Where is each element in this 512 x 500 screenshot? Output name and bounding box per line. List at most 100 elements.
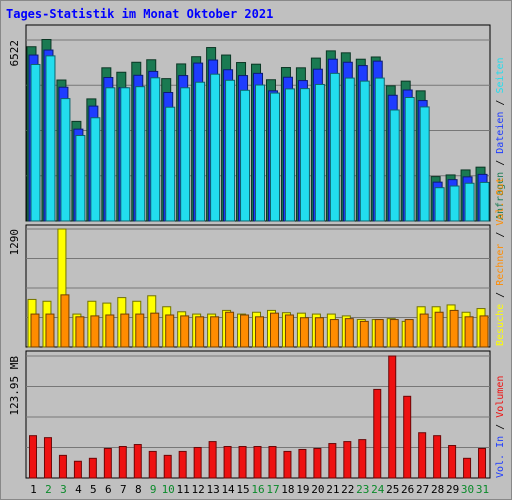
day-label: 15	[236, 483, 249, 496]
sites-bar	[434, 311, 444, 348]
volume-bar	[223, 446, 232, 479]
day-label: 12	[192, 483, 205, 496]
day-label: 1	[30, 483, 37, 496]
volume-bar	[268, 446, 277, 479]
pages-bar	[240, 89, 251, 222]
sites-bar	[60, 294, 70, 348]
day-label: 3	[60, 483, 67, 496]
sites-bar	[314, 317, 324, 348]
sites-bar	[449, 309, 459, 348]
sites-bar	[90, 315, 100, 348]
volume-bar	[58, 454, 67, 479]
pages-bar	[165, 106, 176, 222]
sites-bar	[30, 313, 40, 348]
volume-bar	[178, 450, 187, 479]
pages-bar	[150, 77, 161, 222]
volume-bar	[29, 435, 37, 479]
day-label: 11	[177, 483, 190, 496]
day-label: 5	[90, 483, 97, 496]
pages-bar	[419, 106, 430, 222]
pages-bar	[434, 187, 445, 222]
day-label: 18	[281, 483, 294, 496]
volume-bar	[343, 441, 352, 479]
pages-bar	[30, 63, 41, 222]
day-label: 14	[221, 483, 235, 496]
sites-bar	[419, 313, 429, 348]
volume-y-tick-label: 123.95 MB	[8, 356, 21, 416]
pages-bar	[299, 88, 310, 222]
day-label: 26	[401, 483, 414, 496]
visits-legend: Besuche / Rechner / Vol. Out	[495, 177, 506, 346]
pages-bar	[120, 87, 131, 222]
pages-bar	[359, 80, 370, 222]
volume-bar	[478, 447, 487, 479]
day-label: 29	[446, 483, 459, 496]
day-label: 28	[431, 483, 444, 496]
sites-bar	[240, 314, 250, 348]
pages-bar	[255, 84, 266, 222]
sites-bar	[359, 320, 369, 348]
pages-bar	[284, 88, 295, 222]
day-label: 25	[386, 483, 399, 496]
volume-bar	[328, 443, 337, 479]
pages-bar	[269, 92, 280, 222]
pages-bar	[225, 79, 236, 222]
day-label: 10	[162, 483, 175, 496]
volume-bar	[298, 448, 307, 479]
sites-bar	[284, 314, 294, 348]
sites-bar	[389, 319, 399, 348]
pages-bar	[374, 77, 385, 222]
day-label: 8	[135, 483, 142, 496]
day-label: 6	[105, 483, 112, 496]
sites-bar	[210, 316, 220, 348]
day-label: 20	[311, 483, 324, 496]
volume-bar	[208, 441, 217, 479]
volume-bar	[163, 454, 172, 479]
pages-bar	[389, 109, 400, 222]
day-label: 17	[266, 483, 279, 496]
volume-bar	[463, 457, 472, 479]
pages-bar	[180, 87, 191, 222]
volume-bar	[118, 446, 127, 479]
day-label: 30	[461, 483, 474, 496]
chart-title: Tages-Statistik im Monat Oktober 2021	[6, 7, 274, 21]
pages-bar	[45, 55, 56, 222]
sites-bar	[105, 314, 115, 348]
volume-bar	[253, 446, 262, 479]
visits-y-tick-label: 1290	[8, 229, 21, 256]
pages-bar	[195, 81, 206, 222]
sites-bar	[135, 313, 145, 348]
pages-bar	[479, 181, 490, 222]
volume-bar	[238, 446, 247, 479]
sites-bar	[150, 312, 160, 348]
pages-bar	[75, 135, 86, 222]
sites-bar	[299, 317, 309, 348]
sites-bar	[225, 311, 235, 348]
sites-bar	[404, 319, 414, 348]
volume-bar	[433, 435, 442, 479]
sites-bar	[479, 315, 489, 348]
volume-bar	[43, 437, 52, 479]
pages-bar	[60, 98, 71, 222]
volume-bar	[358, 439, 367, 479]
sites-bar	[165, 314, 175, 348]
day-label: 2	[45, 483, 52, 496]
pages-bar	[404, 97, 415, 222]
volume-bar	[133, 444, 142, 479]
day-label: 16	[251, 483, 264, 496]
pages-bar	[135, 86, 146, 222]
day-label: 27	[416, 483, 429, 496]
requests-legend: Anfragen / Dateien / Seiten	[495, 57, 506, 220]
sites-bar	[120, 313, 130, 348]
volume-bar	[88, 457, 97, 479]
sites-bar	[269, 312, 279, 348]
day-label: 21	[326, 483, 339, 496]
volume-bar	[148, 450, 157, 479]
sites-bar	[464, 316, 474, 348]
pages-bar	[344, 77, 355, 222]
day-label: 4	[75, 483, 82, 496]
volume-bar	[403, 395, 412, 479]
volume-bar	[193, 446, 202, 479]
volume-legend: Vol. In / Volumen	[495, 376, 506, 478]
pages-bar	[105, 87, 116, 222]
